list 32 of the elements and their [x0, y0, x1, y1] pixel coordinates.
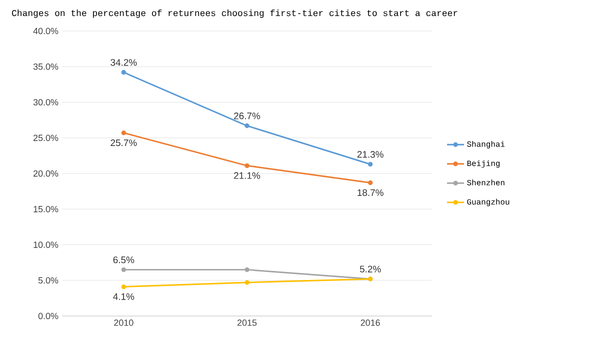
y-tick-label: 35.0%: [33, 63, 58, 70]
point: [244, 163, 250, 168]
point: [368, 180, 373, 186]
y-tick-label: 25.0%: [34, 134, 58, 142]
y-tick-label: 40.0%: [33, 28, 58, 34]
x-tick-label: 2015: [237, 320, 257, 326]
x-tick-label: 2010: [114, 320, 134, 326]
data-label: 34.2%: [110, 59, 137, 66]
chart-title: Changes on the percentage of returnees choosing first-tier cities to start a career: [12, 10, 458, 18]
y-tick-label: 5.0%: [38, 277, 58, 284]
point: [121, 267, 126, 272]
x-tick-label: 2016: [360, 320, 380, 326]
data-label: 21.3%: [357, 151, 384, 158]
data-label: 26.7%: [234, 112, 260, 120]
y-tick-label: 20.0%: [34, 170, 58, 177]
point: [121, 130, 126, 136]
point: [368, 162, 373, 167]
data-label: 6.5%: [113, 256, 134, 264]
data-label: 4.1%: [113, 293, 134, 300]
point: [121, 284, 126, 290]
point: [244, 123, 250, 128]
data-label: 18.7%: [358, 189, 384, 196]
y-tick-label: 10.0%: [34, 242, 58, 248]
y-tick-label: 0.0%: [38, 312, 58, 320]
data-label: 21.1%: [234, 172, 260, 179]
data-label: 25.7%: [110, 139, 137, 146]
point: [244, 280, 250, 285]
y-tick-label: 15.0%: [34, 206, 58, 212]
point: [244, 267, 250, 272]
point: [121, 70, 126, 75]
data-label: 5.2%: [360, 266, 381, 272]
y-tick-label: 30.0%: [33, 99, 58, 106]
